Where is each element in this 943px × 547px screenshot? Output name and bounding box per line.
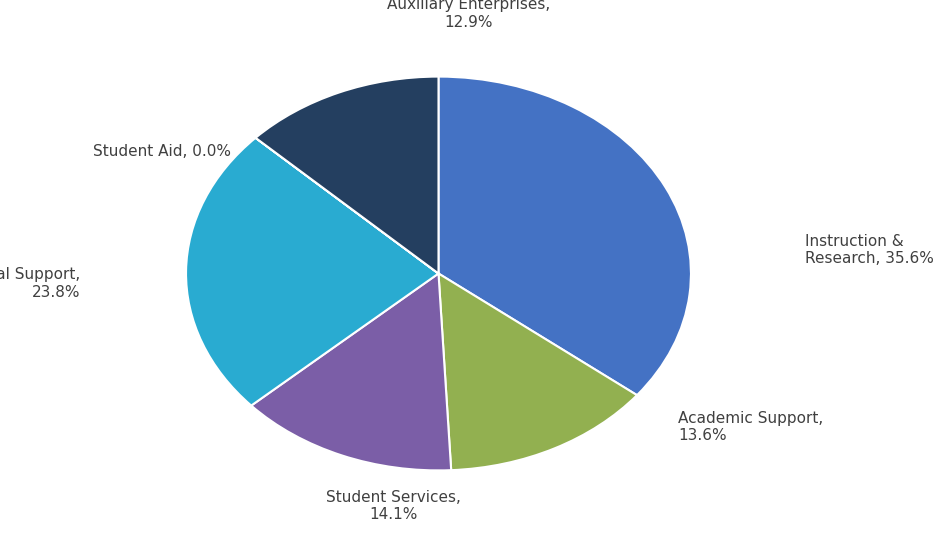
Text: Instruction &
Research, 35.6%: Instruction & Research, 35.6%	[804, 234, 934, 266]
Text: Auxiliary Enterprises,
12.9%: Auxiliary Enterprises, 12.9%	[388, 0, 551, 30]
Text: Student Aid, 0.0%: Student Aid, 0.0%	[93, 144, 231, 159]
Wedge shape	[256, 138, 438, 274]
Text: Student Services,
14.1%: Student Services, 14.1%	[325, 490, 460, 522]
Text: Institutional Support,
23.8%: Institutional Support, 23.8%	[0, 267, 80, 300]
Wedge shape	[438, 77, 691, 395]
Wedge shape	[256, 77, 438, 274]
Text: Academic Support,
13.6%: Academic Support, 13.6%	[678, 411, 823, 443]
Wedge shape	[186, 138, 438, 405]
Wedge shape	[251, 274, 451, 470]
Wedge shape	[438, 274, 637, 470]
